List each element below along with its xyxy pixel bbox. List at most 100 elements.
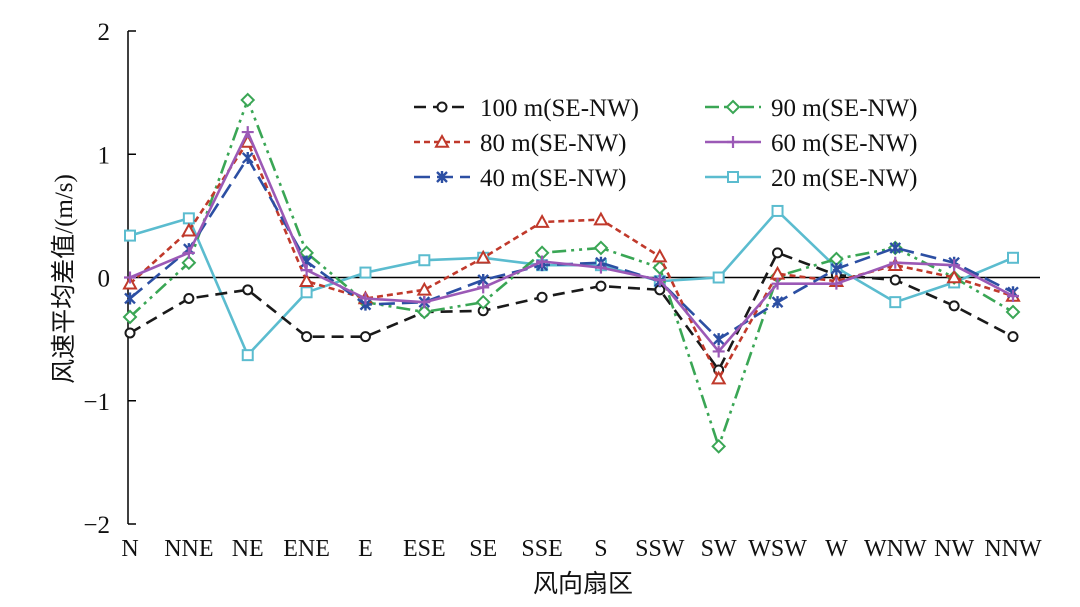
y-tick-label: 1 — [98, 142, 111, 169]
legend-entry: 60 m(SE-NW) — [705, 130, 918, 157]
data-point — [241, 151, 254, 164]
data-point — [771, 277, 784, 290]
x-tick-label: NNE — [164, 536, 213, 562]
x-tick-label: NW — [934, 536, 974, 562]
data-point — [772, 247, 784, 259]
data-point — [359, 292, 372, 305]
y-tick-label: −1 — [83, 389, 110, 416]
x-tick-label: SSE — [521, 536, 562, 562]
data-point — [475, 294, 491, 310]
data-point — [593, 240, 609, 256]
x-axis-ticks: N NNE NE ENE E ESE SE SSE S SSW SW WSW W WNW NW NNW — [121, 536, 1042, 562]
data-point — [889, 274, 901, 286]
data-point — [124, 292, 136, 305]
data-point — [416, 281, 433, 296]
data-point — [475, 249, 491, 264]
series-layer — [122, 92, 1021, 454]
legend-marker — [727, 136, 739, 148]
data-point — [771, 204, 784, 217]
data-point — [1007, 251, 1019, 264]
legend-entry: 20 m(SE-NW) — [705, 165, 918, 192]
series-60 — [124, 126, 1019, 358]
data-point — [948, 300, 960, 312]
x-tick-label: NNW — [984, 536, 1042, 562]
legend-entry: 100 m(SE-NW) — [414, 95, 639, 122]
data-point — [536, 255, 549, 268]
y-tick-label: −2 — [83, 512, 110, 539]
data-point — [712, 271, 725, 284]
data-point — [889, 241, 902, 254]
data-point — [593, 211, 609, 226]
data-point — [830, 277, 843, 290]
data-point — [182, 246, 195, 259]
legend-marker — [725, 99, 741, 115]
data-point — [300, 264, 313, 277]
x-tick-label: N — [121, 536, 138, 562]
x-axis-label: 风向扇区 — [533, 570, 633, 598]
legend-entry: 90 m(SE-NW) — [705, 95, 918, 122]
data-point — [595, 280, 607, 292]
data-point — [1005, 304, 1021, 320]
legend-entry: 80 m(SE-NW) — [414, 130, 627, 157]
legend-marker — [436, 171, 448, 183]
data-point — [653, 273, 666, 286]
x-tick-label: SSW — [635, 536, 685, 562]
data-point — [298, 273, 315, 287]
y-axis-ticks: 2 1 0 −1 −2 — [83, 19, 136, 539]
legend-label: 40 m(SE-NW) — [480, 165, 627, 192]
data-point — [241, 126, 254, 139]
legend-label: 100 m(SE-NW) — [480, 95, 639, 122]
data-point — [711, 438, 727, 454]
data-point — [889, 256, 902, 269]
data-point — [534, 213, 550, 228]
data-point — [1007, 331, 1019, 343]
data-point — [946, 269, 962, 284]
data-point — [242, 284, 254, 296]
legend-entry: 40 m(SE-NW) — [414, 165, 627, 192]
legend: 100 m(SE-NW) 90 m(SE-NW) 80 m(SE-NW) 60 m(S… — [414, 95, 918, 192]
series-line — [129, 140, 1014, 380]
data-point — [124, 229, 136, 242]
series-line — [129, 98, 1014, 448]
y-axis-label: 风速平均差值/(m/s) — [50, 174, 78, 384]
data-point — [241, 349, 254, 362]
data-point — [301, 331, 313, 343]
data-point — [418, 296, 431, 309]
x-tick-label: WNW — [864, 536, 927, 562]
data-point — [124, 327, 136, 339]
data-point — [1007, 289, 1019, 302]
legend-marker — [434, 133, 450, 148]
x-tick-label: SW — [701, 536, 737, 562]
data-point — [477, 281, 490, 294]
data-point — [359, 266, 372, 279]
legend-marker — [436, 101, 448, 113]
x-tick-label: S — [594, 536, 607, 562]
data-point — [712, 345, 725, 358]
data-point — [594, 261, 607, 274]
series-line — [129, 209, 1014, 357]
data-point — [181, 222, 197, 237]
data-point — [183, 292, 195, 304]
legend-label: 60 m(SE-NW) — [771, 130, 918, 157]
data-point — [122, 309, 138, 325]
data-point — [889, 296, 902, 309]
data-point — [359, 331, 371, 343]
x-tick-label: ENE — [283, 536, 330, 562]
data-point — [418, 254, 431, 267]
x-tick-label: ESE — [403, 536, 446, 562]
x-tick-label: NE — [232, 536, 264, 562]
data-point — [181, 255, 197, 271]
x-tick-label: WSW — [748, 536, 807, 562]
data-point — [771, 296, 784, 309]
y-tick-label: 2 — [98, 19, 111, 46]
data-point — [536, 291, 548, 303]
legend-label: 90 m(SE-NW) — [771, 95, 918, 122]
x-tick-label: E — [358, 536, 373, 562]
data-point — [948, 259, 961, 272]
y-tick-label: 0 — [98, 266, 111, 293]
data-point — [182, 212, 195, 225]
x-tick-label: SE — [469, 536, 497, 562]
data-point — [830, 262, 843, 275]
legend-label: 80 m(SE-NW) — [480, 130, 627, 157]
series-20 — [124, 204, 1019, 362]
